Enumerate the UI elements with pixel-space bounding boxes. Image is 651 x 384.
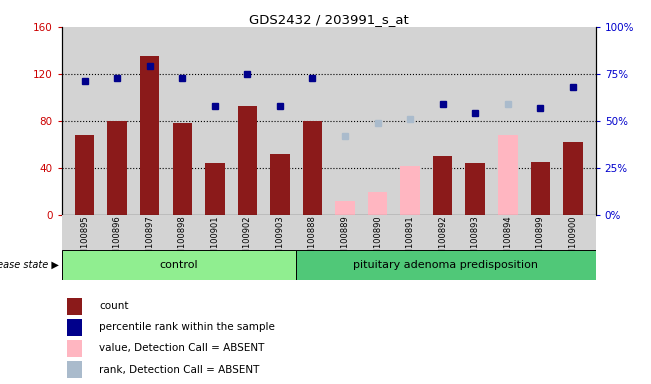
Text: GSM100892: GSM100892 — [438, 215, 447, 266]
Bar — [75, 135, 94, 215]
Bar — [173, 123, 192, 215]
Bar — [296, 250, 596, 280]
Text: GSM100898: GSM100898 — [178, 215, 187, 266]
Text: GSM100900: GSM100900 — [568, 215, 577, 266]
Bar — [400, 166, 420, 215]
Bar — [67, 340, 81, 357]
Bar — [531, 162, 550, 215]
Text: GSM100901: GSM100901 — [210, 215, 219, 266]
Bar — [140, 56, 159, 215]
Bar — [238, 106, 257, 215]
Text: GSM100893: GSM100893 — [471, 215, 480, 266]
Text: control: control — [159, 260, 199, 270]
Bar — [270, 154, 290, 215]
Title: GDS2432 / 203991_s_at: GDS2432 / 203991_s_at — [249, 13, 409, 26]
Bar — [62, 250, 296, 280]
Bar — [62, 215, 596, 250]
Text: GSM100895: GSM100895 — [80, 215, 89, 266]
Text: rank, Detection Call = ABSENT: rank, Detection Call = ABSENT — [99, 364, 260, 375]
Text: value, Detection Call = ABSENT: value, Detection Call = ABSENT — [99, 343, 264, 354]
Bar — [368, 192, 387, 215]
Text: GSM100902: GSM100902 — [243, 215, 252, 266]
Bar — [67, 298, 81, 315]
Bar — [563, 142, 583, 215]
Text: count: count — [99, 301, 129, 311]
Bar — [465, 163, 485, 215]
Bar — [107, 121, 127, 215]
Text: GSM100891: GSM100891 — [406, 215, 415, 266]
Text: GSM100894: GSM100894 — [503, 215, 512, 266]
Text: percentile rank within the sample: percentile rank within the sample — [99, 322, 275, 333]
Text: GSM100888: GSM100888 — [308, 215, 317, 266]
Bar — [205, 163, 225, 215]
Bar — [335, 201, 355, 215]
Text: GSM100889: GSM100889 — [340, 215, 350, 266]
Bar — [433, 156, 452, 215]
Bar — [303, 121, 322, 215]
Text: GSM100890: GSM100890 — [373, 215, 382, 266]
Text: GSM100899: GSM100899 — [536, 215, 545, 266]
Text: disease state ▶: disease state ▶ — [0, 260, 59, 270]
Text: GSM100896: GSM100896 — [113, 215, 122, 266]
Bar — [67, 361, 81, 378]
Bar — [67, 319, 81, 336]
Text: pituitary adenoma predisposition: pituitary adenoma predisposition — [353, 260, 538, 270]
Text: GSM100897: GSM100897 — [145, 215, 154, 266]
Bar — [498, 135, 518, 215]
Text: GSM100903: GSM100903 — [275, 215, 284, 266]
